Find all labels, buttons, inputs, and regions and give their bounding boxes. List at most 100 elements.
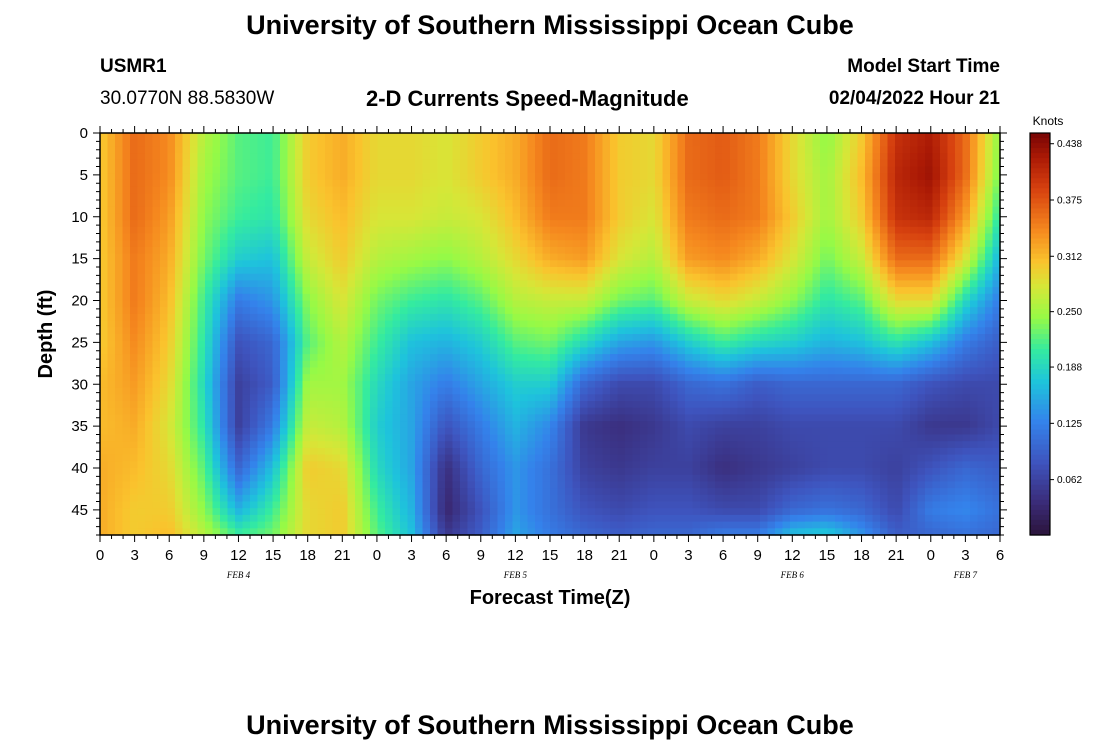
heatmap-cell — [400, 407, 409, 415]
heatmap-cell — [520, 213, 529, 221]
heatmap-cell — [422, 434, 431, 442]
heatmap-cell — [197, 173, 206, 181]
heatmap-cell — [220, 173, 229, 181]
heatmap-cell — [340, 514, 349, 523]
heatmap-cell — [685, 488, 694, 496]
heatmap-cell — [437, 488, 446, 496]
heatmap-cell — [115, 481, 124, 489]
heatmap-cell — [625, 146, 634, 154]
heatmap-cell — [310, 421, 319, 429]
heatmap-cell — [280, 427, 289, 436]
heatmap-cell — [512, 374, 521, 382]
heatmap-cell — [250, 246, 259, 255]
heatmap-cell — [220, 320, 229, 328]
heatmap-cell — [617, 340, 626, 348]
heatmap-cell — [212, 441, 221, 449]
heatmap-cell — [460, 354, 469, 362]
heatmap-cell — [452, 327, 461, 335]
heatmap-cell — [460, 421, 469, 429]
heatmap-cell — [265, 528, 274, 536]
heatmap-cell — [422, 206, 431, 214]
heatmap-cell — [467, 380, 476, 389]
heatmap-cell — [257, 307, 266, 315]
heatmap-cell — [557, 394, 566, 402]
heatmap-cell — [715, 434, 724, 442]
heatmap-cell — [647, 427, 656, 436]
heatmap-cell — [415, 481, 424, 489]
heatmap-cell — [242, 193, 251, 201]
heatmap-cell — [205, 320, 214, 328]
heatmap-cell — [280, 253, 289, 261]
heatmap-cell — [407, 461, 416, 469]
heatmap-cell — [602, 287, 611, 295]
heatmap-cell — [302, 501, 311, 509]
heatmap-cell — [295, 494, 304, 503]
heatmap-cell — [677, 327, 686, 335]
heatmap-cell — [542, 320, 551, 328]
heatmap-cell — [692, 374, 701, 382]
heatmap-cell — [632, 307, 641, 315]
heatmap-cell — [640, 226, 649, 235]
heatmap-cell — [190, 280, 199, 288]
heatmap-cell — [415, 173, 424, 181]
heatmap-cell — [587, 494, 596, 503]
heatmap-cell — [235, 494, 244, 503]
heatmap-cell — [715, 146, 724, 154]
heatmap-cell — [205, 528, 214, 536]
heatmap-cell — [610, 159, 619, 168]
heatmap-cell — [587, 233, 596, 241]
heatmap-cell — [272, 233, 281, 241]
heatmap-cell — [160, 521, 169, 529]
heatmap-cell — [122, 159, 131, 168]
heatmap-cell — [512, 133, 521, 141]
heatmap-cell — [550, 521, 559, 529]
heatmap-cell — [625, 494, 634, 503]
heatmap-cell — [227, 226, 236, 235]
heatmap-cell — [400, 508, 409, 516]
heatmap-cell — [490, 213, 499, 221]
heatmap-cell — [182, 186, 191, 194]
heatmap-cell — [340, 307, 349, 315]
heatmap-cell — [302, 380, 311, 389]
heatmap-cell — [565, 528, 574, 536]
heatmap-cell — [520, 367, 529, 375]
heatmap-cell — [332, 320, 341, 328]
heatmap-cell — [632, 347, 641, 355]
heatmap-cell — [280, 166, 289, 174]
heatmap-cell — [692, 146, 701, 154]
heatmap-cell — [415, 380, 424, 389]
heatmap-cell — [175, 374, 184, 382]
heatmap-cell — [422, 407, 431, 415]
heatmap-cell — [152, 434, 161, 442]
heatmap-cell — [505, 233, 514, 241]
heatmap-cell — [385, 514, 394, 523]
heatmap-cell — [542, 528, 551, 536]
heatmap-cell — [490, 447, 499, 456]
heatmap-cell — [452, 528, 461, 536]
heatmap-cell — [107, 414, 116, 422]
heatmap-cell — [602, 153, 611, 161]
heatmap-cell — [197, 146, 206, 154]
heatmap-cell — [505, 374, 514, 382]
heatmap-cell — [310, 320, 319, 328]
heatmap-cell — [662, 159, 671, 168]
heatmap-cell — [355, 133, 364, 141]
heatmap-cell — [535, 300, 544, 308]
heatmap-cell — [430, 253, 439, 261]
heatmap-cell — [242, 186, 251, 194]
heatmap-cell — [325, 233, 334, 241]
heatmap-cell — [257, 488, 266, 496]
heatmap-cell — [160, 226, 169, 235]
heatmap-cell — [415, 468, 424, 476]
heatmap-cell — [670, 273, 679, 281]
heatmap-cell — [272, 414, 281, 422]
heatmap-cell — [325, 501, 334, 509]
heatmap-cell — [505, 240, 514, 248]
heatmap-cell — [220, 394, 229, 402]
heatmap-cell — [722, 193, 731, 201]
heatmap-cell — [482, 447, 491, 456]
heatmap-cell — [617, 240, 626, 248]
heatmap-cell — [557, 347, 566, 355]
heatmap-cell — [692, 327, 701, 335]
heatmap-cell — [145, 468, 154, 476]
